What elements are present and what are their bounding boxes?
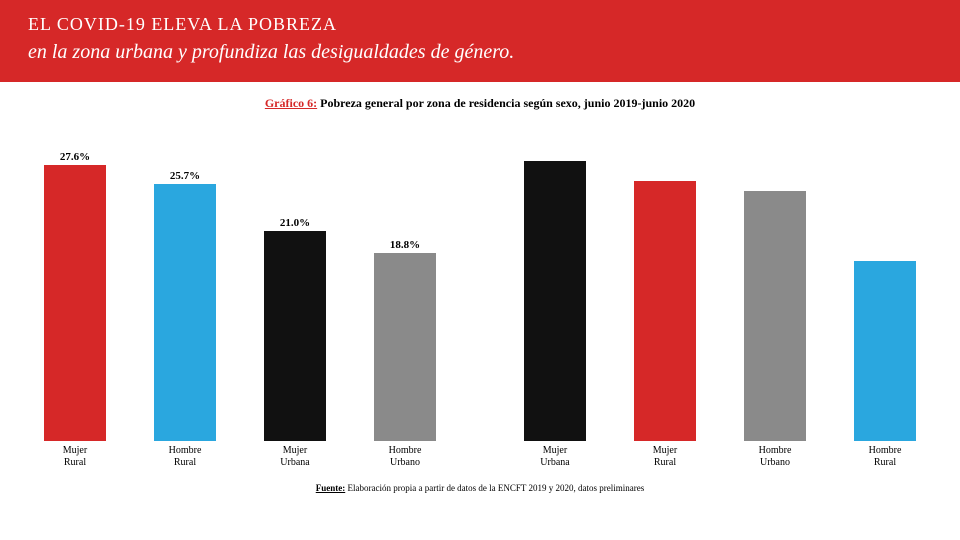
x-label: HombreUrbano: [350, 445, 460, 469]
bar: [524, 161, 586, 441]
x-label: MujerRural: [20, 445, 130, 469]
bar: [634, 181, 696, 441]
footnote-label: Fuente:: [316, 483, 346, 493]
x-label: HombreUrbano: [720, 445, 830, 469]
bar-column: [500, 127, 610, 441]
bar-value-label: 21.0%: [280, 217, 310, 229]
bar-value-label: 27.6%: [60, 151, 90, 163]
x-axis-labels: MujerRuralHombreRuralMujerUrbanaHombreUr…: [0, 441, 960, 469]
bar-value-label: 25.7%: [170, 170, 200, 182]
x-label: HombreRural: [130, 445, 240, 469]
header-subtitle: en la zona urbana y profundiza las desig…: [28, 41, 932, 64]
header-title: EL COVID-19 ELEVA LA POBREZA: [28, 14, 932, 35]
bar-column: [720, 127, 830, 441]
x-label: MujerUrbana: [240, 445, 350, 469]
chart-footnote: Fuente: Elaboración propia a partir de d…: [0, 483, 960, 493]
bar-column: [610, 127, 720, 441]
bar-column: 27.6%: [20, 127, 130, 441]
bar: [374, 253, 436, 441]
bar: [264, 231, 326, 441]
bar-column: 21.0%: [240, 127, 350, 441]
bar-value-label: 18.8%: [390, 239, 420, 251]
bar-column: 18.8%: [350, 127, 460, 441]
bar-column: [830, 127, 940, 441]
bar: [854, 261, 916, 441]
footnote-text: Elaboración propia a partir de datos de …: [345, 483, 644, 493]
x-label: MujerRural: [610, 445, 720, 469]
bar: [44, 165, 106, 441]
bar-chart: 27.6% 25.7% 21.0% 18.8%: [0, 111, 960, 441]
header-banner: EL COVID-19 ELEVA LA POBREZA en la zona …: [0, 0, 960, 82]
x-label: MujerUrbana: [500, 445, 610, 469]
chart-title: Gráfico 6: Pobreza general por zona de r…: [0, 96, 960, 111]
bar: [744, 191, 806, 441]
x-label: HombreRural: [830, 445, 940, 469]
chart-title-text: Pobreza general por zona de residencia s…: [317, 96, 695, 110]
chart-title-prefix: Gráfico 6:: [265, 96, 317, 110]
bar-column: 25.7%: [130, 127, 240, 441]
bar: [154, 184, 216, 441]
